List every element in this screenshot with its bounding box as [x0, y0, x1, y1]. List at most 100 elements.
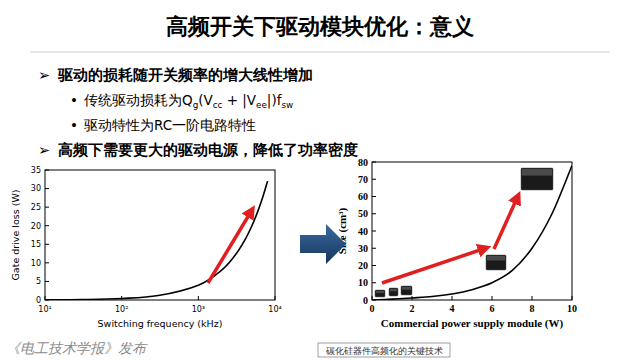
- transition-arrow: [300, 224, 346, 264]
- x-tick: [492, 296, 493, 300]
- data-group: [45, 181, 268, 300]
- bullet-text: 传统驱动损耗为Qg(Vcc + |Vee|)fsw: [84, 92, 293, 110]
- chart-0: 10¹10²10³10⁴05101520253035Switching freq…: [10, 166, 282, 329]
- bullet-symbol: ➢: [38, 142, 50, 158]
- subscript: cc: [213, 100, 223, 110]
- data-line: [45, 181, 268, 300]
- y-tick: [372, 162, 376, 163]
- text-run: Q: [182, 92, 193, 108]
- y-tick: [372, 265, 376, 266]
- y-tick-label: 20: [358, 260, 368, 271]
- trend-arrow: [208, 210, 252, 283]
- x-tick: [532, 296, 533, 300]
- text-run: + |V: [222, 92, 256, 109]
- module-top: [390, 289, 397, 291]
- bullet-text: 驱动的损耗随开关频率的增大线性增加: [57, 66, 313, 83]
- y-tick-label: 30: [31, 184, 41, 193]
- y-tick: [372, 213, 376, 214]
- y-axis-label: Gate drive loss (W): [10, 189, 21, 280]
- y-tick-label: 10: [358, 277, 368, 288]
- footer-box-text: 碳化硅器件高频化的关键技术: [325, 346, 443, 356]
- y-tick-label: 50: [358, 208, 368, 219]
- data-line: [372, 165, 572, 300]
- bullet-symbol: •: [70, 92, 78, 108]
- subscript: ee: [256, 100, 267, 110]
- y-tick: [372, 231, 376, 232]
- y-tick: [45, 188, 49, 189]
- trend-arrow: [382, 248, 486, 283]
- module-top: [376, 291, 384, 293]
- module-icon: [375, 290, 385, 297]
- x-tick-label: 10³: [192, 305, 205, 314]
- module-icon: [389, 288, 398, 296]
- module-body: [389, 288, 398, 296]
- module-body: [375, 290, 385, 297]
- module-body: [486, 255, 506, 270]
- bullet-text: 驱动特性为RC一阶电路特性: [84, 117, 256, 133]
- slide: 高频开关下驱动模块优化：意义 ➢ 驱动的损耗随开关频率的增大线性增加 • 传统驱动损耗为…: [0, 0, 640, 360]
- module-body: [401, 286, 412, 295]
- y-tick-label: 60: [358, 191, 368, 202]
- y-tick: [45, 225, 49, 226]
- y-tick-label: 5: [36, 277, 41, 286]
- x-tick-label: 10: [567, 303, 577, 314]
- x-tick: [275, 296, 276, 300]
- y-tick: [372, 179, 376, 180]
- text-run: 驱动特性为RC一阶电路特性: [84, 117, 256, 133]
- x-tick-label: 0: [370, 303, 375, 314]
- x-tick: [452, 296, 453, 300]
- x-axis-label: Switching frequency (kHz): [98, 318, 223, 329]
- module-body: [521, 168, 553, 190]
- x-tick: [198, 296, 199, 300]
- y-tick: [45, 281, 49, 282]
- y-tick: [45, 244, 49, 245]
- y-tick-label: 80: [358, 157, 368, 168]
- trend-arrow: [494, 196, 518, 249]
- y-tick-label: 70: [358, 174, 368, 185]
- y-tick: [372, 282, 376, 283]
- module-top: [487, 256, 505, 261]
- canvas: 高频开关下驱动模块优化：意义 ➢ 驱动的损耗随开关频率的增大线性增加 • 传统驱动损耗为…: [0, 0, 640, 360]
- x-tick-label: 6: [490, 303, 495, 314]
- footer: 《电工技术学报》发布: [6, 340, 148, 356]
- module-icon: [521, 168, 553, 190]
- y-tick: [45, 207, 49, 208]
- module-icon: [486, 255, 506, 270]
- text-run: (V: [198, 92, 213, 108]
- y-tick: [45, 262, 49, 263]
- y-tick: [372, 196, 376, 197]
- subscript: sw: [281, 100, 293, 110]
- x-tick-label: 8: [530, 303, 535, 314]
- y-tick-label: 0: [36, 296, 41, 305]
- y-tick-label: 35: [31, 166, 41, 175]
- text-run: 传统驱动损耗为: [84, 92, 182, 108]
- plot-frame: [45, 170, 275, 300]
- bullet-symbol: ➢: [38, 67, 50, 83]
- y-tick-label: 20: [31, 222, 41, 231]
- bullet-text: 高频下需要更大的驱动电源，降低了功率密度: [58, 141, 358, 158]
- y-tick-label: 25: [31, 203, 41, 212]
- module-top: [522, 169, 552, 176]
- slide-title: 高频开关下驱动模块优化：意义: [166, 14, 474, 39]
- y-tick-label: 15: [31, 240, 41, 249]
- x-tick-label: 2: [410, 303, 415, 314]
- plot-frame: [372, 162, 572, 300]
- bullet-symbol: •: [70, 117, 78, 133]
- text-run: |)f: [267, 92, 283, 109]
- text-run: 驱动的损耗随开关频率的增大线性增加: [57, 66, 313, 83]
- title-rule: [30, 52, 610, 53]
- x-tick-label: 10²: [115, 305, 128, 314]
- y-tick-label: 30: [358, 243, 368, 254]
- y-tick-label: 40: [358, 226, 368, 237]
- module-icon: [401, 286, 412, 295]
- module-top: [402, 287, 411, 290]
- x-tick: [572, 296, 573, 300]
- chart-1: 024681001020304050607080Commercial power…: [336, 157, 577, 331]
- text-run: 高频下需要更大的驱动电源，降低了功率密度: [58, 141, 358, 158]
- y-tick-label: 0: [363, 295, 368, 306]
- y-tick-label: 10: [31, 259, 41, 268]
- data-group: [372, 165, 572, 300]
- y-tick: [372, 248, 376, 249]
- x-tick-label: 10⁴: [268, 305, 281, 314]
- x-axis-label: Commercial power supply module (W): [381, 317, 564, 330]
